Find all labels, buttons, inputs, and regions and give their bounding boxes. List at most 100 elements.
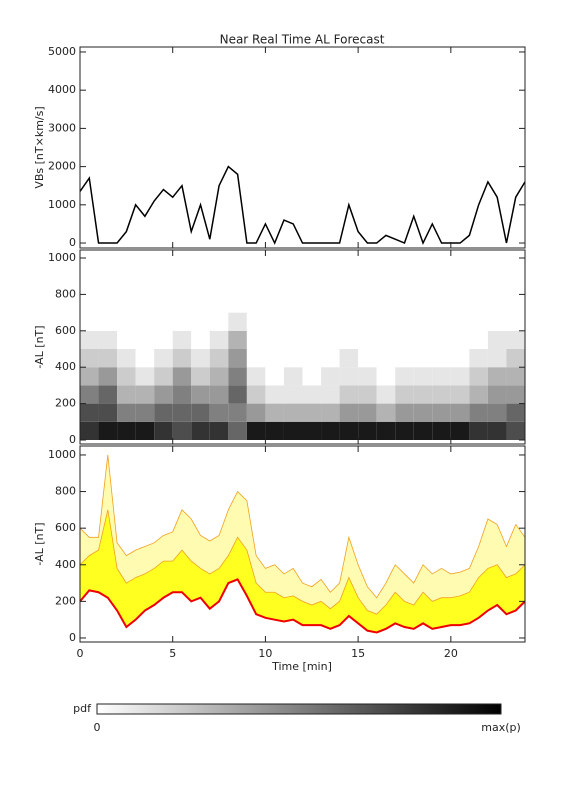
heat-cell [413, 276, 433, 295]
heat-cell [191, 258, 210, 277]
band-edge [79, 454, 526, 599]
heat-cell [339, 258, 359, 277]
heat-cell [506, 294, 525, 313]
heat-cell [395, 403, 414, 422]
heat-cell [469, 385, 488, 404]
x-tick-label: 5 [169, 647, 176, 660]
heat-cell [432, 367, 451, 386]
heat-cell [98, 385, 118, 404]
heat-cell [376, 403, 396, 422]
heat-cell [302, 258, 322, 277]
heat-cell [283, 294, 303, 313]
heat-cell [117, 330, 136, 350]
heat-cell [302, 312, 322, 331]
heat-cell [209, 403, 229, 422]
heat-cell [302, 330, 322, 350]
y-tick-label: 1000 [48, 251, 76, 264]
heat-cell [154, 258, 173, 277]
band-edge [79, 509, 526, 615]
heat-cell [432, 294, 451, 313]
plot-frame [79, 445, 526, 643]
heat-cell [469, 312, 488, 331]
x-tick-label: 0 [77, 647, 84, 660]
plot-frame [79, 46, 526, 249]
heat-cell [450, 385, 470, 404]
heat-cell [191, 294, 210, 313]
heat-cell [283, 385, 303, 404]
heat-cell [395, 349, 414, 368]
heat-cell [265, 349, 284, 368]
heat-cell [154, 312, 173, 331]
heat-cell [246, 385, 266, 404]
heat-cell [154, 276, 173, 295]
heat-cell [413, 330, 433, 350]
heat-cell [358, 421, 377, 440]
heat-cell [80, 403, 99, 422]
heat-cell [283, 276, 303, 295]
heat-cell [395, 312, 414, 331]
heat-cell [154, 330, 173, 350]
heat-cell [506, 276, 525, 295]
heat-cell [450, 294, 470, 313]
heat-cell [506, 421, 525, 440]
heat-cell [154, 421, 173, 440]
heat-cell [80, 330, 99, 350]
heat-cell [395, 294, 414, 313]
heat-cell [395, 276, 414, 295]
y-axis-label: -AL [nT] [33, 325, 46, 368]
heat-cell [450, 367, 470, 386]
heat-cell [246, 421, 266, 440]
heat-cell [487, 403, 507, 422]
heat-cell [80, 367, 99, 386]
heat-cell [135, 330, 155, 350]
heat-cell [432, 276, 451, 295]
heat-cell [321, 276, 340, 295]
x-tick-label: 20 [444, 647, 458, 660]
heat-cell [117, 367, 136, 386]
heat-cell [450, 258, 470, 277]
chart-title: Near Real Time AL Forecast [220, 33, 385, 47]
heat-cell [469, 294, 488, 313]
heat-cell [358, 349, 377, 368]
heat-cell [172, 276, 192, 295]
heat-cell [80, 421, 99, 440]
heat-cell [228, 349, 247, 368]
heat-cell [506, 349, 525, 368]
colorbar [96, 703, 502, 715]
heat-cell [321, 312, 340, 331]
heat-cell [358, 403, 377, 422]
heat-cell [487, 385, 507, 404]
heat-cell [432, 421, 451, 440]
heat-cell [469, 276, 488, 295]
heat-cell [283, 258, 303, 277]
heat-cell [135, 294, 155, 313]
heat-cell [191, 312, 210, 331]
heat-cell [228, 421, 247, 440]
heat-cell [283, 367, 303, 386]
y-axis-label: VBs [nT×km/s] [33, 106, 46, 188]
heat-cell [135, 349, 155, 368]
heat-cell [228, 312, 247, 331]
heat-cell [283, 421, 303, 440]
heat-cell [209, 385, 229, 404]
heat-cell [228, 367, 247, 386]
heat-cell [228, 385, 247, 404]
heat-cell [209, 258, 229, 277]
heat-cell [302, 294, 322, 313]
y-tick-label: 800 [55, 485, 76, 498]
heat-cell [358, 385, 377, 404]
heat-cell [117, 258, 136, 277]
heat-cell [283, 403, 303, 422]
heat-cell [487, 276, 507, 295]
heat-cell [117, 403, 136, 422]
y-tick-label: 1000 [48, 198, 76, 211]
heat-cell [209, 312, 229, 331]
heat-cell [98, 367, 118, 386]
y-tick-label: 2000 [48, 160, 76, 173]
heat-cell [339, 330, 359, 350]
heat-cell [209, 294, 229, 313]
heat-cell [265, 367, 284, 386]
heat-cell [154, 403, 173, 422]
x-tick-label: 15 [351, 647, 365, 660]
heat-cell [117, 312, 136, 331]
